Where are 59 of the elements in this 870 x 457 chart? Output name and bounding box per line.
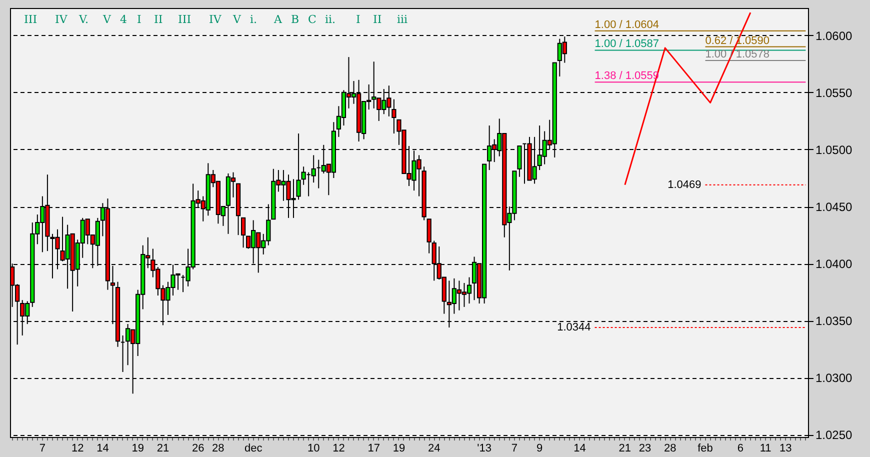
annotation: i. <box>250 13 258 26</box>
x-tick-label: 28 <box>212 442 224 454</box>
y-tick-label: 1.0350 <box>816 314 853 328</box>
candlestick <box>392 98 396 134</box>
y-tick-label: 1.0400 <box>816 257 853 272</box>
annotation: I <box>137 13 142 26</box>
y-tick-label: 1.0600 <box>816 28 853 43</box>
x-tick-label: 21 <box>618 442 632 454</box>
x-tick-label: 19 <box>132 442 144 454</box>
ref-line-label: 1.0344 <box>557 321 591 334</box>
x-tick-label: feb <box>698 442 713 454</box>
y-tick-label: 1.0450 <box>816 200 853 214</box>
annotation: iii <box>397 13 408 26</box>
annotation: III <box>178 13 192 26</box>
annotation: II <box>154 13 163 26</box>
annotation: III <box>24 13 38 26</box>
annotation: II <box>373 13 382 26</box>
x-tick-label: 14 <box>96 442 109 454</box>
x-tick-label: 12 <box>71 442 84 454</box>
annotation: I <box>356 13 360 26</box>
x-tick-label: 26 <box>192 442 204 454</box>
x-tick-label: 9 <box>536 442 543 454</box>
x-tick-label: 19 <box>392 442 406 454</box>
annotation: ii. <box>325 13 336 26</box>
x-tick-label: 6 <box>737 442 744 454</box>
annotation: V <box>102 13 112 26</box>
x-tick-label: 11 <box>760 442 772 454</box>
y-tick-label: 1.0250 <box>816 428 853 442</box>
x-tick-label: 14 <box>574 442 586 454</box>
candlestick <box>426 218 432 254</box>
y-tick-label: 1.0300 <box>816 371 853 386</box>
x-tick-label: 21 <box>156 442 170 454</box>
annotation: C <box>308 13 316 26</box>
ref-line-label: 1.0469 <box>668 178 702 191</box>
x-tick-label: 24 <box>428 442 440 454</box>
x-tick-label: 23 <box>638 442 652 454</box>
x-tick-label: 28 <box>664 442 676 454</box>
x-tick-label: 7 <box>511 442 518 454</box>
candlestick <box>240 217 246 248</box>
annotation: V <box>232 13 242 26</box>
ref-line-label: 1.00 / 1.0587 <box>594 38 660 50</box>
annotation: A <box>273 13 283 26</box>
candlestick <box>311 154 316 184</box>
y-tick-label: 1.0500 <box>816 142 853 157</box>
candlestick <box>517 146 522 178</box>
x-tick-label: 13 <box>779 442 792 454</box>
x-tick-label: 10 <box>307 442 320 454</box>
x-tick-label: '13 <box>477 442 492 454</box>
x-tick-label: 7 <box>39 442 46 454</box>
x-tick-label: 17 <box>368 442 380 454</box>
x-tick-label: dec <box>244 442 263 454</box>
annotation: B <box>291 13 300 26</box>
annotation: 4 <box>120 13 127 26</box>
annotation: IV <box>55 13 68 26</box>
y-tick-label: 1.0550 <box>816 86 853 100</box>
x-tick-label: 12 <box>332 442 345 454</box>
annotation: IV <box>209 13 222 26</box>
ref-line-label: 1.00 / 1.0604 <box>594 18 660 31</box>
annotation: V. <box>78 13 89 26</box>
